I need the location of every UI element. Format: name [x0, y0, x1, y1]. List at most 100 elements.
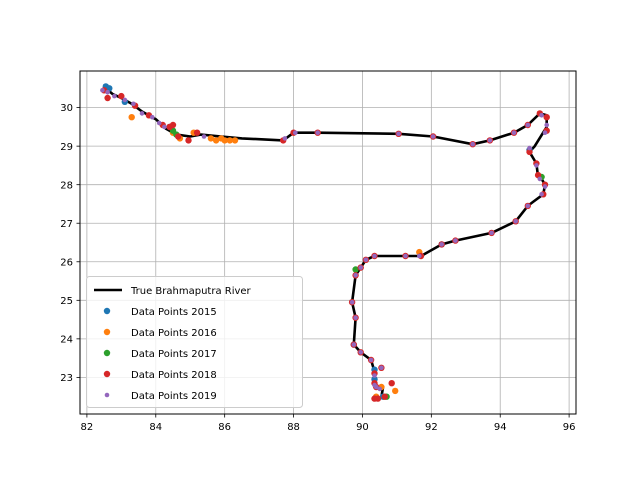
x-tick-label: 86 [218, 422, 231, 433]
data-point [526, 148, 533, 156]
data-point [349, 299, 355, 305]
data-point [363, 257, 369, 263]
data-point [353, 273, 358, 278]
data-point [542, 130, 548, 135]
x-axis-ticks: 82 84 86 88 90 92 94 96 [81, 414, 576, 433]
legend-marker [103, 328, 111, 336]
data-point [131, 101, 136, 107]
y-tick-label: 30 [60, 103, 73, 114]
y-tick-label: 27 [60, 219, 73, 230]
data-point [212, 137, 220, 144]
data-point [470, 141, 476, 147]
data-point [352, 266, 359, 273]
data-point [543, 114, 550, 121]
data-point [539, 113, 544, 118]
data-point [373, 384, 379, 390]
legend-label: Data Points 2018 [131, 370, 217, 381]
data-point [534, 163, 539, 168]
data-point [374, 395, 382, 402]
legend-marker [104, 392, 110, 398]
legend-marker [103, 307, 111, 315]
data-point [156, 120, 162, 126]
x-tick-label: 88 [287, 422, 300, 433]
data-point [372, 253, 377, 259]
data-point [139, 111, 145, 116]
data-point [207, 135, 215, 142]
data-point [487, 138, 493, 143]
data-point [388, 380, 395, 387]
series-5 [100, 88, 549, 392]
legend-marker [103, 370, 111, 378]
data-point [353, 315, 358, 321]
data-point [100, 88, 105, 93]
data-point [539, 192, 544, 197]
x-tick-label: 90 [356, 422, 369, 433]
legend-box [86, 276, 303, 408]
data-point [381, 393, 388, 400]
data-point [293, 130, 298, 135]
data-point [525, 122, 531, 128]
data-point [218, 135, 225, 142]
data-point [453, 238, 458, 243]
data-point [544, 122, 549, 128]
data-point [169, 121, 177, 129]
data-point [417, 253, 422, 259]
y-axis-ticks: 23 24 25 26 27 28 29 30 [60, 103, 80, 384]
y-tick-label: 23 [60, 373, 73, 384]
axes-frame [79, 70, 577, 415]
data-point [527, 145, 532, 151]
data-point [489, 230, 494, 236]
data-point [162, 124, 167, 130]
data-point [201, 134, 207, 139]
data-point [175, 133, 182, 140]
y-tick-label: 26 [60, 257, 73, 268]
data-point [513, 219, 518, 224]
data-point [537, 176, 543, 182]
x-tick-label: 94 [494, 422, 507, 433]
data-point [403, 253, 408, 259]
data-point [185, 137, 192, 144]
data-point [122, 97, 128, 103]
data-point [396, 131, 401, 137]
y-tick-label: 25 [60, 296, 73, 307]
legend: True Brahmaputra River Data Points 2015 Da… [86, 276, 303, 408]
data-point [105, 89, 110, 95]
x-tick-label: 96 [563, 422, 576, 433]
data-point [430, 134, 436, 139]
x-tick-label: 84 [149, 422, 162, 433]
data-point [128, 114, 135, 121]
x-tick-label: 82 [81, 422, 94, 433]
data-point [439, 242, 445, 247]
y-tick-label: 29 [60, 142, 73, 153]
data-point [351, 342, 357, 347]
y-tick-label: 24 [60, 334, 73, 345]
y-tick-label: 28 [60, 180, 73, 191]
data-point [379, 365, 384, 371]
legend-label: Data Points 2017 [131, 349, 217, 360]
legend-marker [103, 349, 111, 357]
data-point [106, 85, 113, 92]
data-point [368, 357, 374, 363]
data-point [315, 130, 321, 135]
legend-label: Data Points 2016 [131, 328, 217, 339]
data-point [226, 137, 233, 144]
legend-label: Data Points 2015 [131, 307, 217, 318]
data-point [282, 136, 288, 141]
x-tick-label: 92 [425, 422, 438, 433]
plot-area [100, 83, 550, 402]
data-point [358, 265, 364, 270]
data-point [377, 386, 383, 392]
legend-label: Data Points 2019 [131, 391, 217, 402]
data-point [542, 184, 548, 189]
data-point [392, 387, 399, 395]
data-point [372, 373, 377, 378]
data-point [150, 114, 155, 120]
data-point [525, 203, 531, 209]
data-point [112, 93, 117, 99]
data-point [118, 92, 125, 100]
data-point [104, 94, 111, 102]
data-point [231, 137, 239, 144]
legend-label: True Brahmaputra River [130, 286, 252, 297]
data-point [358, 350, 364, 355]
